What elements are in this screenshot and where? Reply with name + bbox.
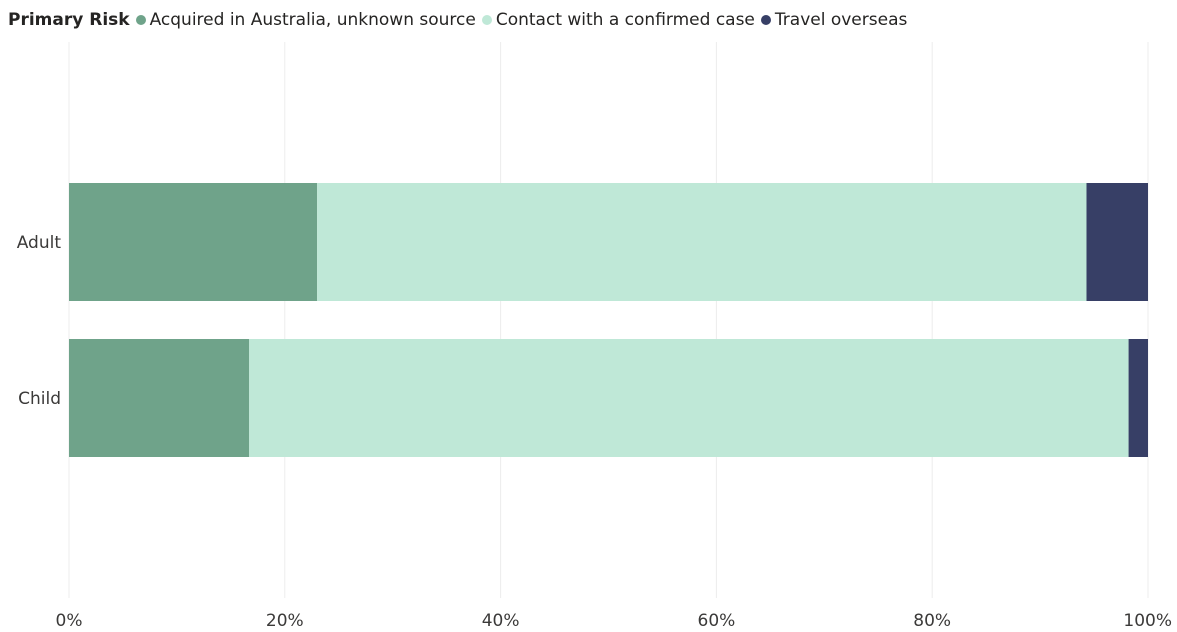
x-tick-label: 100% bbox=[1123, 611, 1172, 631]
x-tick-label: 80% bbox=[913, 611, 951, 631]
legend-dot-icon bbox=[481, 15, 492, 25]
x-tick-label: 40% bbox=[482, 611, 520, 631]
bar-segment bbox=[249, 339, 1129, 457]
legend-item-contact[interactable]: Contact with a confirmed case bbox=[481, 10, 755, 30]
legend-label: Contact with a confirmed case bbox=[495, 10, 755, 30]
x-tick-label: 60% bbox=[698, 611, 736, 631]
y-category-label: Child bbox=[18, 389, 61, 409]
legend-title: Primary Risk bbox=[8, 10, 130, 30]
x-tick-label: 20% bbox=[266, 611, 304, 631]
x-tick-label: 0% bbox=[56, 611, 83, 631]
legend-item-acquired[interactable]: Acquired in Australia, unknown source bbox=[135, 10, 476, 30]
bar-segment bbox=[69, 339, 250, 457]
legend-label: Acquired in Australia, unknown source bbox=[149, 10, 476, 30]
legend: Primary Risk Acquired in Australia, unkn… bbox=[8, 8, 913, 32]
bar-segment bbox=[69, 183, 318, 301]
y-category-label: Adult bbox=[17, 233, 62, 253]
legend-item-travel[interactable]: Travel overseas bbox=[760, 10, 908, 30]
legend-label: Travel overseas bbox=[774, 10, 908, 30]
bar-segment bbox=[317, 183, 1087, 301]
legend-dot-icon bbox=[760, 15, 771, 25]
bar-segment bbox=[1086, 183, 1148, 301]
legend-dot-icon bbox=[135, 15, 146, 25]
bar-segment bbox=[1128, 339, 1148, 457]
